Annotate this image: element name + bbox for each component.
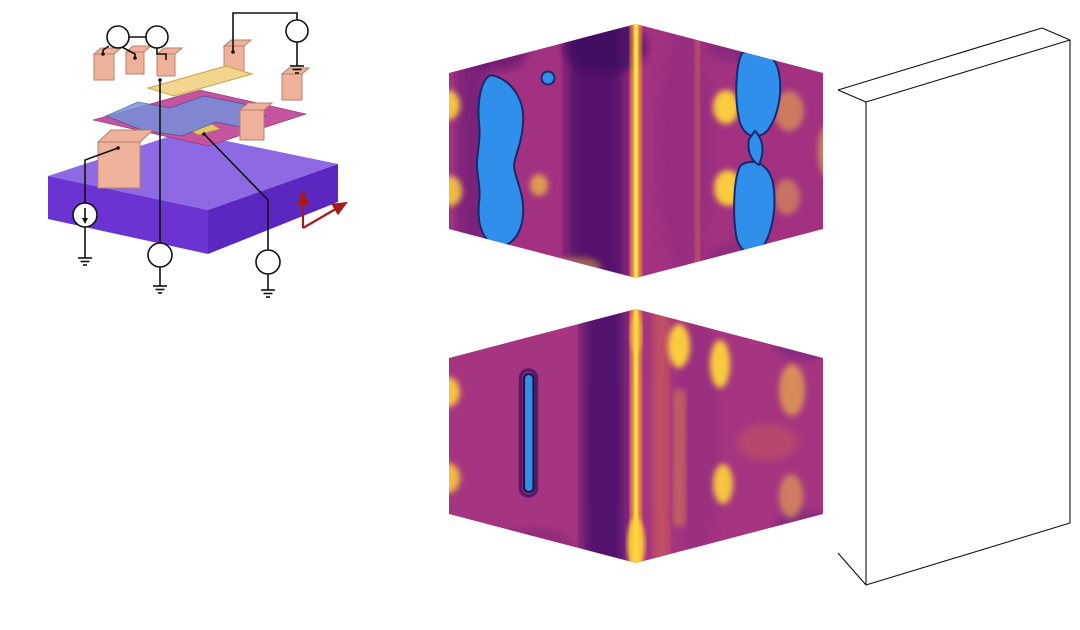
back-gate-source [255,249,281,275]
substrate [48,132,338,254]
panel-e-stack [837,27,1071,586]
superconducting-stripe [522,372,535,494]
top-gate-source [147,242,173,268]
contacts [92,39,311,189]
b-parallel-arrow-icon [302,201,348,229]
stack-wireframe [837,27,1071,586]
voltmeter-vxx [106,25,130,49]
panel-d-heatmap [449,309,823,563]
top-gate [146,65,254,97]
panel-c-vi-chart [18,292,378,630]
wires [77,12,305,298]
panel-b-heatmap [449,24,823,278]
panel-a-device-schematic [48,12,348,298]
circuit-symbols [72,19,309,275]
voltmeter-vxy [145,25,169,49]
heatmap-d-art [449,309,823,563]
ac-bias-source [285,19,309,43]
field-arrows [296,189,348,229]
